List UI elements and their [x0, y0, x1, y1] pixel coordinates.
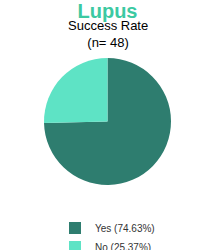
svg-text:No (25.37%): No (25.37%) — [95, 242, 151, 250]
svg-text:Success Rate(n= 48): Success Rate(n= 48) — [68, 18, 148, 50]
svg-text:Lupus: Lupus — [78, 0, 138, 22]
svg-text:Yes (74.63%): Yes (74.63%) — [95, 223, 155, 234]
